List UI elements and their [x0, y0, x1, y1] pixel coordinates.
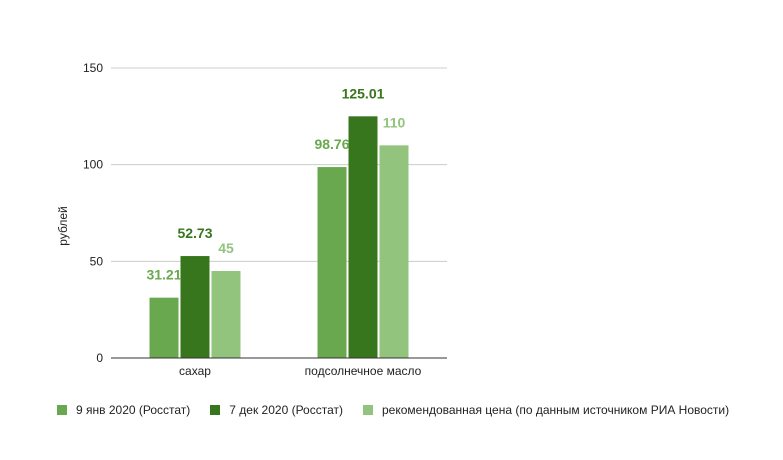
x-category-label: сахар [179, 364, 211, 378]
x-axis-categories: сахар подсолнечное масло [179, 364, 422, 378]
bar [317, 167, 347, 358]
legend: 9 янв 2020 (Росстат) 7 дек 2020 (Росстат… [57, 403, 729, 417]
y-tick-label: 150 [83, 61, 103, 75]
y-axis-label: рублей [56, 206, 70, 245]
data-label: 31.21 [146, 267, 181, 283]
data-label: 125.01 [342, 85, 385, 101]
legend-label: 9 янв 2020 (Росстат) [76, 403, 191, 417]
data-labels: 31.21 52.73 45 98.76 125.01 110 [146, 85, 405, 282]
bar [379, 145, 409, 358]
legend-item-recommended-price[interactable]: рекомендованная цена (по данным источник… [363, 403, 729, 417]
bar [149, 297, 179, 358]
legend-item-jan-2020[interactable]: 9 янв 2020 (Росстат) [57, 403, 190, 417]
data-label: 52.73 [177, 225, 212, 241]
legend-label: 7 дек 2020 (Росстат) [229, 403, 343, 417]
bar [180, 256, 210, 358]
data-label: 110 [383, 114, 406, 130]
data-label: 45 [218, 240, 234, 256]
legend-label: рекомендованная цена (по данным источник… [382, 403, 730, 417]
legend-swatch [363, 405, 373, 415]
bar [211, 271, 241, 358]
y-axis-ticks: 0 50 100 150 [83, 61, 103, 365]
y-tick-label: 100 [83, 158, 103, 172]
bars [149, 116, 409, 359]
x-category-label: подсолнечное масло [305, 364, 422, 378]
legend-swatch [57, 405, 67, 415]
legend-item-dec-2020[interactable]: 7 дек 2020 (Росстат) [210, 403, 343, 417]
y-tick-label: 0 [96, 351, 103, 365]
data-label: 98.76 [314, 136, 349, 152]
bar [348, 116, 378, 359]
y-tick-label: 50 [90, 254, 104, 268]
legend-swatch [210, 405, 221, 415]
